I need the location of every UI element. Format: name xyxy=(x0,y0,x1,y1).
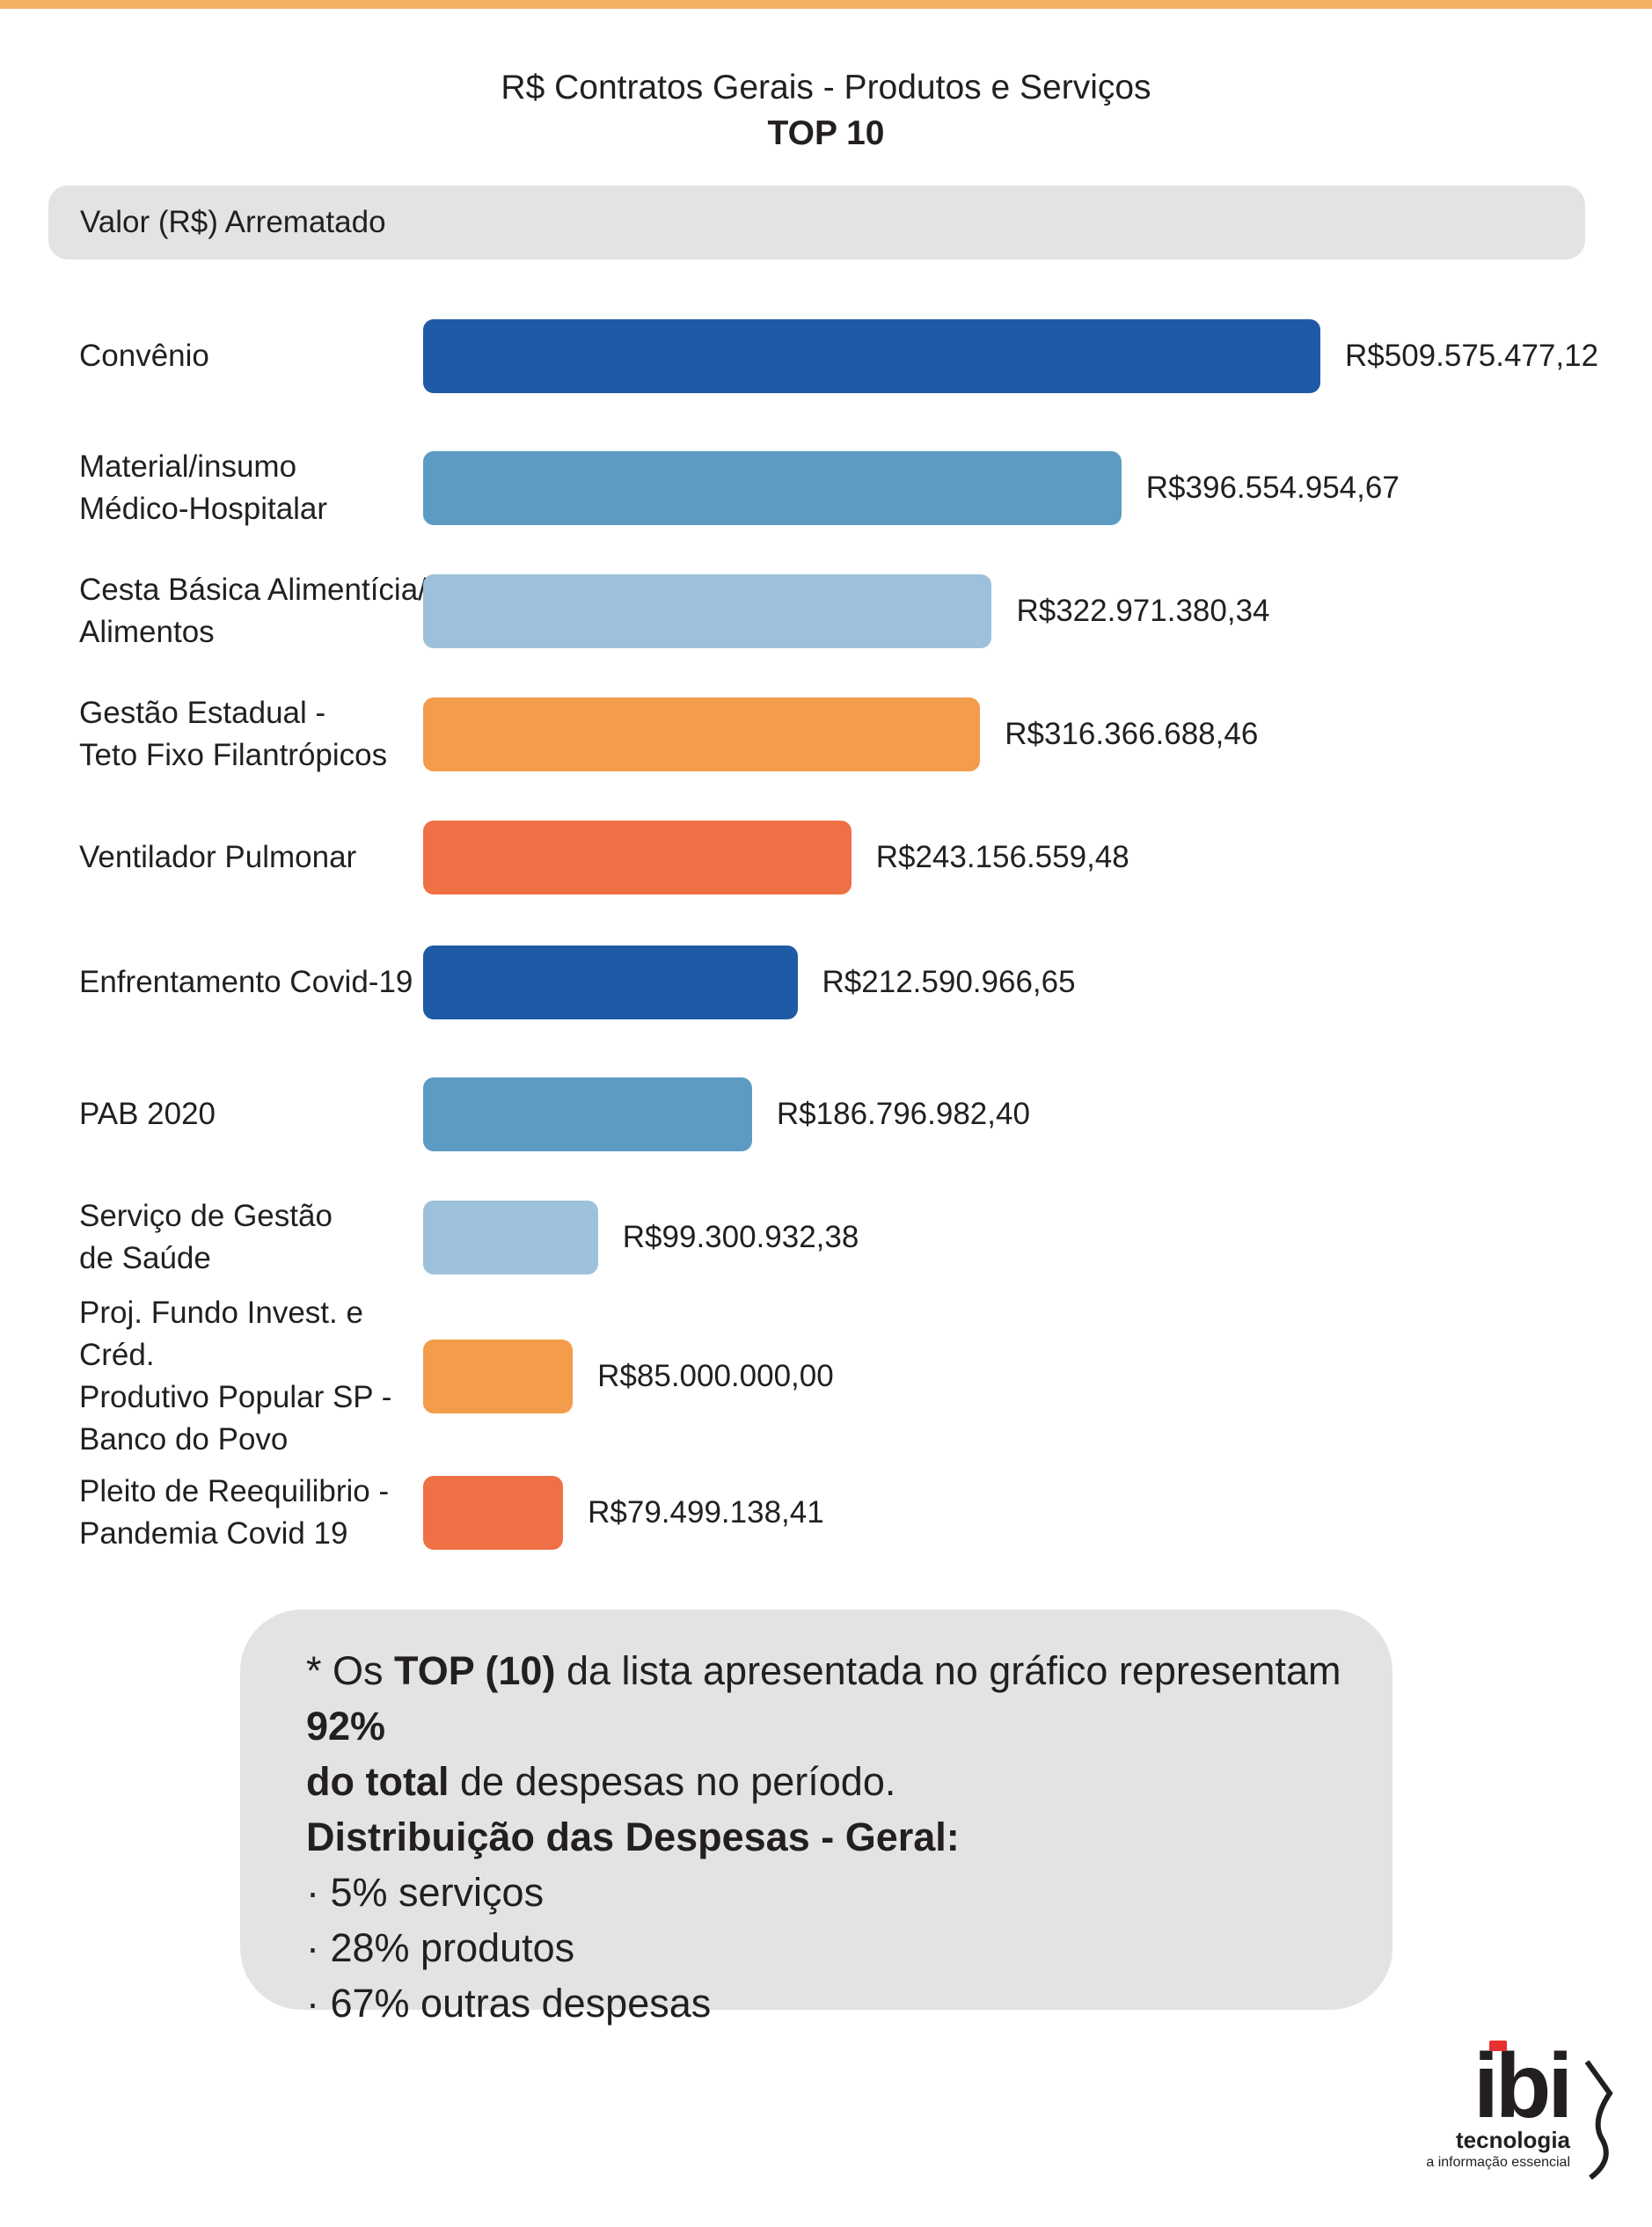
category-label: Serviço de Gestão de Saúde xyxy=(79,1199,333,1275)
logo-hook-icon xyxy=(1584,2060,1613,2180)
company-logo: ibi tecnologia a informação essencial xyxy=(1394,2041,1614,2181)
category-label: Convênio xyxy=(79,339,209,373)
logo-subtitle: tecnologia xyxy=(1455,2127,1570,2153)
value-label: R$186.796.982,40 xyxy=(776,1097,1030,1131)
category-label: Cesta Básica Alimentícia/ Alimentos xyxy=(79,573,427,649)
note-text-period: de despesas no período. xyxy=(449,1759,896,1804)
value-label: R$509.575.477,12 xyxy=(1345,339,1599,373)
value-label: R$79.499.138,41 xyxy=(588,1495,824,1530)
category-label: Enfrentamento Covid-19 xyxy=(79,965,413,999)
note-text-c: da lista apresentada no gráfico represen… xyxy=(555,1648,1341,1693)
chart-title: R$ Contratos Gerais - Produtos e Serviço… xyxy=(501,69,1151,106)
bar xyxy=(423,946,798,1019)
bar xyxy=(423,1340,574,1413)
bar xyxy=(423,1476,564,1550)
note-text-top10: TOP (10) xyxy=(394,1648,556,1693)
note-text-a: * Os xyxy=(306,1648,395,1693)
bar xyxy=(423,1201,598,1274)
value-label: R$316.366.688,46 xyxy=(1005,717,1259,751)
bar xyxy=(423,451,1122,525)
category-label: Pleito de Reequilibrio - Pandemia Covid … xyxy=(79,1474,390,1551)
logo-tagline: a informação essencial xyxy=(1426,2155,1570,2170)
category-label: Ventilador Pulmonar xyxy=(79,840,357,874)
category-label: PAB 2020 xyxy=(79,1097,216,1131)
logo-red-dot xyxy=(1489,2041,1507,2051)
note-item-2: · 28% produtos xyxy=(306,1925,575,1970)
category-label: Proj. Fundo Invest. e Créd. Produtivo Po… xyxy=(79,1296,392,1457)
value-label: R$243.156.559,48 xyxy=(875,840,1129,874)
note-text-percent: 92% xyxy=(306,1704,386,1749)
category-label: Gestão Estadual - Teto Fixo Filantrópico… xyxy=(79,696,388,772)
note-item-3: · 67% outras despesas xyxy=(306,1981,712,2026)
bar-chart: Convênio R$509.575.477,12 Material/insumo … xyxy=(0,281,1652,1574)
summary-note: * Os TOP (10) da lista apresentada no gr… xyxy=(240,1610,1393,2026)
logo-wordmark: ibi xyxy=(1473,2035,1573,2137)
value-label: R$212.590.966,65 xyxy=(822,965,1076,999)
note-line-1: * Os TOP (10) da lista apresentada no gr… xyxy=(306,1643,1393,1754)
top-accent-bar xyxy=(0,0,1652,9)
note-heading-text: Distribuição das Despesas - Geral: xyxy=(306,1814,960,1859)
bar xyxy=(423,319,1320,393)
note-line-2: do total de despesas no período. xyxy=(306,1754,1393,1809)
value-label: R$322.971.380,34 xyxy=(1016,594,1270,628)
note-text-total: do total xyxy=(306,1759,450,1804)
value-label: R$99.300.932,38 xyxy=(622,1220,859,1254)
note-heading: Distribuição das Despesas - Geral: xyxy=(306,1809,1393,1865)
axis-label-banner: Valor (R$) Arrematado xyxy=(48,186,1585,259)
summary-note-text: * Os TOP (10) da lista apresentada no gr… xyxy=(306,1643,1393,2031)
bar xyxy=(423,821,852,894)
chart-subtitle: TOP 10 xyxy=(767,114,885,152)
note-item-1: · 5% serviços xyxy=(306,1870,545,1915)
category-label: Material/insumo Médico-Hospitalar xyxy=(79,449,328,526)
bar xyxy=(423,1077,752,1151)
bar xyxy=(423,697,981,771)
axis-label: Valor (R$) Arrematado xyxy=(80,205,386,239)
value-label: R$396.554.954,67 xyxy=(1145,471,1400,505)
value-label: R$85.000.000,00 xyxy=(597,1359,834,1393)
bar xyxy=(423,574,992,648)
